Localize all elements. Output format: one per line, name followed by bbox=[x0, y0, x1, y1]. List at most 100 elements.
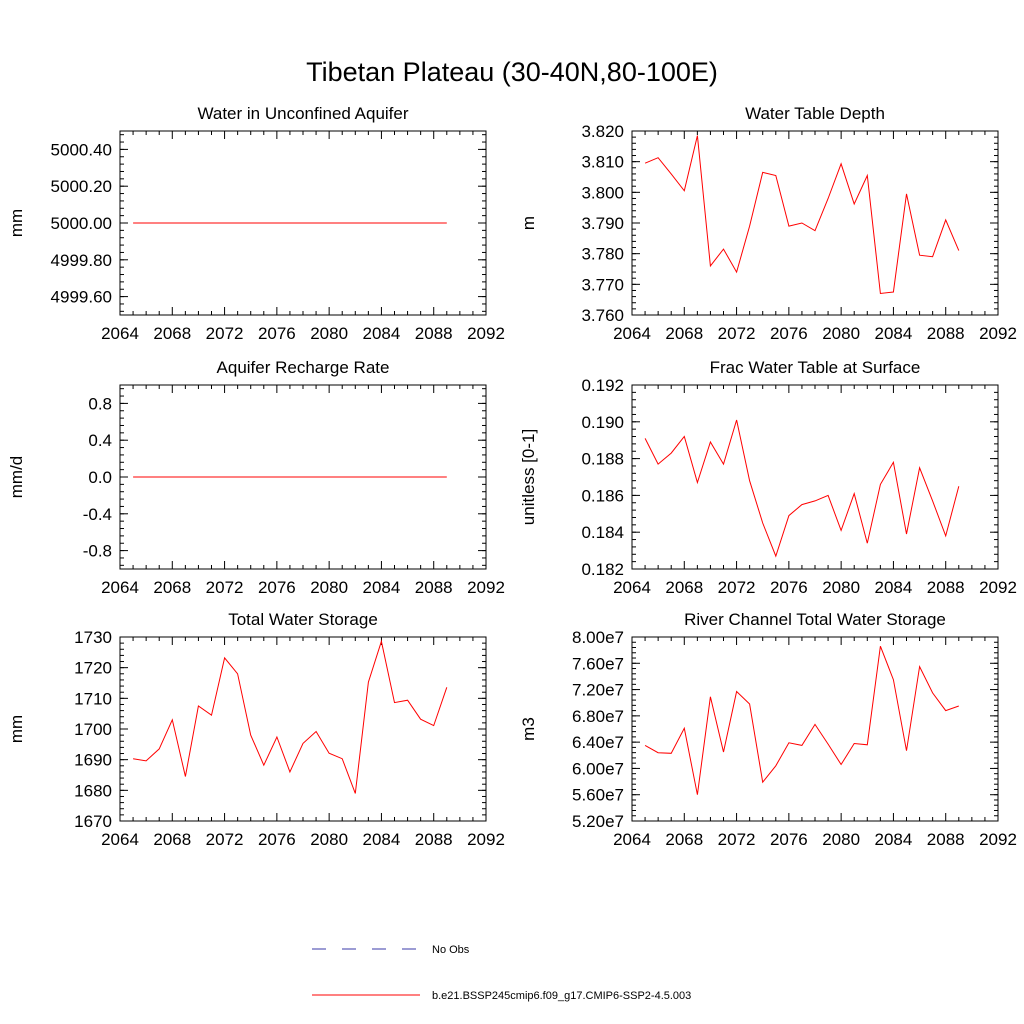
x-tick-label: 2072 bbox=[718, 578, 756, 597]
x-tick-label: 2068 bbox=[153, 324, 191, 343]
y-axis-label: m bbox=[519, 216, 538, 230]
y-tick-label: 1730 bbox=[74, 628, 112, 647]
y-tick-label: 7.20e7 bbox=[572, 681, 624, 700]
y-tick-label: 3.790 bbox=[581, 214, 624, 233]
series-line bbox=[644, 135, 960, 295]
panel-title: River Channel Total Water Storage bbox=[684, 610, 946, 629]
x-tick-label: 2092 bbox=[467, 830, 505, 849]
y-tick-label: 0.190 bbox=[581, 413, 624, 432]
panel-title: Total Water Storage bbox=[228, 610, 378, 629]
x-tick-label: 2088 bbox=[415, 830, 453, 849]
y-tick-label: 1670 bbox=[74, 812, 112, 831]
series-line bbox=[133, 639, 448, 794]
y-axis-label: mm bbox=[7, 715, 26, 743]
x-tick-label: 2076 bbox=[770, 324, 808, 343]
y-tick-label: 8.00e7 bbox=[572, 628, 624, 647]
x-tick-label: 2072 bbox=[206, 830, 244, 849]
y-tick-label: 5.20e7 bbox=[572, 812, 624, 831]
y-tick-label: 1690 bbox=[74, 751, 112, 770]
chart-panel-5: Total Water Storage mm 2064 2068 2072 2076 208… bbox=[7, 610, 505, 849]
x-tick-label: 2068 bbox=[153, 830, 191, 849]
x-tick-label: 2064 bbox=[613, 578, 651, 597]
x-tick-label: 2076 bbox=[258, 830, 296, 849]
y-tick-label: 5.60e7 bbox=[572, 786, 624, 805]
panel-title: Water Table Depth bbox=[745, 104, 885, 123]
y-tick-label: 0.188 bbox=[581, 450, 624, 469]
x-tick-label: 2076 bbox=[770, 578, 808, 597]
y-tick-label: 0.192 bbox=[581, 376, 624, 395]
x-tick-label: 2080 bbox=[822, 324, 860, 343]
x-tick-label: 2088 bbox=[415, 578, 453, 597]
panel-title: Frac Water Table at Surface bbox=[710, 358, 921, 377]
y-tick-label: 0.186 bbox=[581, 486, 624, 505]
y-tick-label: 3.820 bbox=[581, 122, 624, 141]
chart-panel-3: Aquifer Recharge Rate mm/d 2064 2068 2072 207… bbox=[7, 358, 505, 597]
chart-panel-4: Frac Water Table at Surface unitless [0-1… bbox=[519, 358, 1017, 597]
y-tick-label: 1720 bbox=[74, 659, 112, 678]
x-tick-label: 2072 bbox=[718, 324, 756, 343]
series-line bbox=[644, 646, 959, 795]
x-tick-label: 2072 bbox=[206, 324, 244, 343]
x-tick-label: 2084 bbox=[875, 830, 913, 849]
plot-frame bbox=[631, 384, 999, 570]
x-tick-label: 2088 bbox=[927, 578, 965, 597]
x-tick-label: 2092 bbox=[979, 578, 1017, 597]
x-tick-label: 2080 bbox=[310, 324, 348, 343]
x-tick-label: 2072 bbox=[206, 578, 244, 597]
y-tick-label: 1710 bbox=[74, 689, 112, 708]
y-tick-label: 0.184 bbox=[581, 523, 624, 542]
y-tick-label: -0.8 bbox=[83, 542, 112, 561]
chart-panel-2: Water Table Depth m 2064 2068 2072 2076 2080 20… bbox=[519, 104, 1017, 343]
x-tick-label: 2084 bbox=[363, 578, 401, 597]
x-tick-label: 2064 bbox=[101, 578, 139, 597]
legend: No Obs b.e21.BSSP245cmip6.f09_g17.CMIP6-S… bbox=[312, 944, 691, 1002]
y-tick-label: 3.800 bbox=[581, 183, 624, 202]
y-tick-label: 7.60e7 bbox=[572, 654, 624, 673]
x-tick-label: 2080 bbox=[310, 830, 348, 849]
x-tick-label: 2084 bbox=[875, 324, 913, 343]
x-tick-label: 2092 bbox=[979, 324, 1017, 343]
x-tick-label: 2072 bbox=[718, 830, 756, 849]
x-tick-label: 2076 bbox=[258, 578, 296, 597]
y-tick-label: 0.4 bbox=[88, 431, 112, 450]
y-axis-label: mm/d bbox=[7, 456, 26, 499]
x-tick-label: 2088 bbox=[927, 830, 965, 849]
x-tick-label: 2068 bbox=[665, 830, 703, 849]
y-tick-label: -0.4 bbox=[83, 505, 112, 524]
x-tick-label: 2068 bbox=[153, 578, 191, 597]
x-tick-label: 2080 bbox=[822, 578, 860, 597]
panel-title: Water in Unconfined Aquifer bbox=[197, 104, 408, 123]
panel-title: Aquifer Recharge Rate bbox=[217, 358, 390, 377]
y-tick-label: 4999.80 bbox=[51, 251, 112, 270]
y-tick-label: 1700 bbox=[74, 720, 112, 739]
y-tick-label: 6.00e7 bbox=[572, 759, 624, 778]
y-axis-label: m3 bbox=[519, 717, 538, 741]
y-tick-label: 5000.00 bbox=[51, 214, 112, 233]
y-tick-label: 1680 bbox=[74, 781, 112, 800]
x-tick-label: 2080 bbox=[822, 830, 860, 849]
x-tick-label: 2084 bbox=[363, 830, 401, 849]
x-tick-label: 2064 bbox=[101, 830, 139, 849]
y-tick-label: 6.40e7 bbox=[572, 733, 624, 752]
y-tick-label: 6.80e7 bbox=[572, 707, 624, 726]
x-tick-label: 2068 bbox=[665, 324, 703, 343]
y-tick-label: 0.8 bbox=[88, 394, 112, 413]
x-tick-label: 2088 bbox=[927, 324, 965, 343]
y-tick-label: 3.770 bbox=[581, 275, 624, 294]
plot-frame bbox=[631, 636, 999, 822]
y-axis-label: mm bbox=[7, 209, 26, 237]
y-tick-label: 3.810 bbox=[581, 153, 624, 172]
figure-title: Tibetan Plateau (30-40N,80-100E) bbox=[306, 57, 718, 87]
x-tick-label: 2092 bbox=[467, 324, 505, 343]
chart-panel-6: River Channel Total Water Storage m3 2064 2… bbox=[519, 610, 1017, 849]
x-tick-label: 2088 bbox=[415, 324, 453, 343]
y-tick-label: 4999.60 bbox=[51, 288, 112, 307]
y-tick-label: 3.780 bbox=[581, 245, 624, 264]
x-tick-label: 2092 bbox=[467, 578, 505, 597]
legend-label: No Obs bbox=[432, 944, 470, 956]
x-tick-label: 2064 bbox=[613, 830, 651, 849]
x-tick-label: 2084 bbox=[875, 578, 913, 597]
chart-panel-1: Water in Unconfined Aquifer mm 2064 2068 207… bbox=[7, 104, 505, 343]
series-line bbox=[644, 419, 960, 558]
